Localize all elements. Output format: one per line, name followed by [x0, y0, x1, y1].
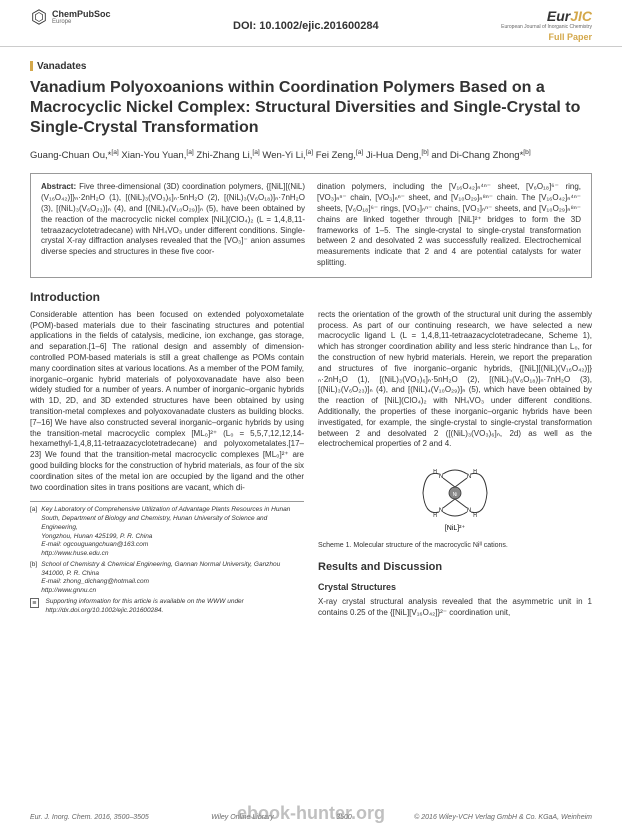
supporting-info: Supporting information for this article … [46, 598, 305, 616]
svg-text:N: N [439, 508, 443, 514]
svg-text:H: H [473, 469, 477, 475]
journal-logo: EurJIC [501, 8, 592, 24]
scheme-caption: Scheme 1. Molecular structure of the mac… [318, 541, 592, 550]
section-tag-text: Vanadates [37, 61, 86, 72]
results-heading: Results and Discussion [318, 560, 592, 575]
svg-text:H: H [473, 513, 477, 519]
abstract-col-right: dination polymers, including the [V₁₆O₄₂… [317, 182, 581, 268]
page-header: ChemPubSoc Europe DOI: 10.1002/ejic.2016… [0, 0, 622, 47]
footer-citation: Eur. J. Inorg. Chem. 2016, 3500–3505 [30, 814, 149, 821]
intro-paragraph: Considerable attention has been focused … [30, 310, 304, 494]
page-footer: Eur. J. Inorg. Chem. 2016, 3500–3505 Wil… [30, 814, 592, 821]
hexagon-icon [30, 8, 48, 26]
scheme-label: [NiL]²⁺ [445, 525, 466, 532]
svg-text:H: H [433, 513, 437, 519]
body-col-right: rects the orientation of the growth of t… [318, 310, 592, 619]
intro-paragraph-cont: rects the orientation of the growth of t… [318, 310, 592, 450]
abstract-col-left: Abstract: Five three-dimensional (3D) co… [41, 182, 305, 268]
affiliations-block: [a] Key Laboratory of Comprehensive Util… [30, 501, 304, 615]
affiliation-a-email: E-mail: ogcouguangchuan@163.com [41, 541, 304, 550]
publisher-region: Europe [52, 19, 111, 25]
affiliation-b-email: E-mail: zhong_dichang@hotmail.com [41, 578, 304, 587]
journal-prefix: Eur [547, 8, 570, 24]
svg-text:N: N [467, 508, 471, 514]
abstract-label: Abstract: [41, 182, 76, 191]
doi-text: DOI: 10.1002/ejic.201600284 [233, 8, 379, 32]
publisher-name: ChemPubSoc [52, 9, 111, 19]
abstract-text-left: Five three-dimensional (3D) coordination… [41, 182, 305, 256]
section-tag: Vanadates [30, 61, 592, 72]
info-icon: ≡ [30, 598, 39, 608]
affiliation-a-addr: Key Laboratory of Comprehensive Utilizat… [41, 506, 304, 532]
svg-text:Ni: Ni [453, 492, 458, 498]
affiliation-a-url: http://www.huse.edu.cn [41, 550, 304, 559]
svg-text:H: H [433, 469, 437, 475]
body-columns: Considerable attention has been focused … [30, 310, 592, 619]
section-tag-bar [30, 61, 33, 71]
scheme-figure: Ni N N N N H H H H [NiL]²⁺ Scheme 1. Mol… [318, 458, 592, 550]
authors-list: Guang-Chuan Ou,*[a] Xian-You Yuan,[a] Zh… [30, 148, 592, 163]
svg-text:N: N [439, 474, 443, 480]
molecular-structure-icon: Ni N N N N H H H H [NiL]²⁺ [405, 458, 505, 533]
publisher-logo: ChemPubSoc Europe [30, 8, 111, 26]
journal-block: EurJIC European Journal of Inorganic Che… [501, 8, 592, 42]
crystal-structures-heading: Crystal Structures [318, 581, 592, 593]
affiliation-b-url: http://www.gnnu.cn [41, 587, 304, 596]
footer-publisher: Wiley Online Library [211, 814, 274, 821]
svg-text:N: N [467, 474, 471, 480]
abstract-box: Abstract: Five three-dimensional (3D) co… [30, 173, 592, 277]
article-title: Vanadium Polyoxoanions within Coordinati… [30, 78, 592, 138]
paper-type: Full Paper [501, 32, 592, 42]
introduction-heading: Introduction [30, 290, 592, 304]
affiliation-a-city: Yongzhou, Hunan 425199, P. R. China [41, 533, 304, 542]
affiliation-b-addr: School of Chemistry & Chemical Engineeri… [41, 561, 304, 579]
journal-suffix: JIC [570, 8, 592, 24]
crystal-paragraph: X-ray crystal structural analysis reveal… [318, 597, 592, 619]
journal-full-name: European Journal of Inorganic Chemistry [501, 24, 592, 30]
footer-copyright: © 2016 Wiley-VCH Verlag GmbH & Co. KGaA,… [414, 814, 592, 821]
footer-page: 3500 [336, 814, 352, 821]
body-col-left: Considerable attention has been focused … [30, 310, 304, 619]
